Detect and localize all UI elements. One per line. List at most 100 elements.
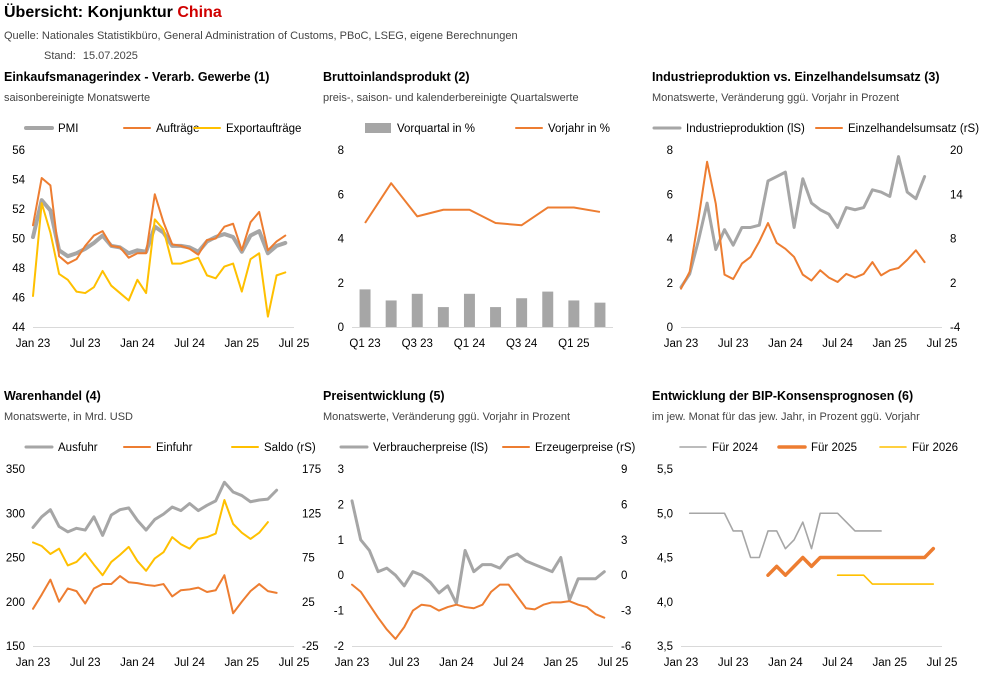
industry-retail-chart: 0 2 4 6 8 -4 2 8 14 20 Jan 23 Jul 23 Jan 24 Jul 24 Jan…	[652, 123, 979, 350]
y-tick-label: 5,5	[657, 464, 673, 476]
chart-title: Warenhandel (4)	[4, 389, 101, 403]
x-tick-label: Jan 25	[225, 657, 260, 669]
source-note: Quelle: Nationales Statistikbüro, Genera…	[4, 30, 518, 42]
prices-chart: -2 -1 0 1 2 3 -6 -3 0 3 6 9 Jan 23 Jul 23 Jan 24 Jul 24…	[334, 442, 636, 669]
y-tick-label: 0	[338, 570, 344, 582]
y2-tick-label: 3	[621, 535, 627, 547]
bar-q3-24	[516, 298, 528, 327]
legend-label: Für 2025	[811, 442, 857, 454]
y2-tick-label: 8	[950, 234, 956, 246]
y2-tick-label: 2	[950, 278, 956, 290]
y2-tick-label: 9	[621, 464, 627, 476]
x-tick-label: Jul 24	[822, 657, 853, 669]
y-tick-label: 46	[12, 293, 25, 305]
x-tick-label: Q1 23	[349, 338, 380, 350]
legend-label: Aufträge	[156, 123, 199, 135]
x-tick-label: Jul 23	[718, 338, 749, 350]
legend-label: PMI	[58, 123, 78, 135]
bar-q1-24	[463, 293, 475, 327]
y-tick-label: 54	[12, 175, 25, 187]
chart-title: Bruttoinlandsprodukt (2)	[323, 70, 470, 84]
y2-tick-label: 125	[302, 508, 321, 520]
y-tick-label: 4,0	[657, 597, 673, 609]
series-line-vorjahr-in	[364, 182, 601, 227]
x-tick-label: Jul 25	[927, 338, 958, 350]
gdp-chart: 0 2 4 6 8 Q1 23 Q3 23 Q1 24 Q3 24 Q1 25 Vorquartal…	[338, 123, 613, 350]
bar-q2-24	[490, 307, 502, 327]
x-tick-label: Jan 25	[873, 338, 908, 350]
y-tick-label: 50	[12, 234, 25, 246]
y-tick-label: 8	[338, 145, 344, 157]
legend-label: Verbraucherpreise (lS)	[373, 442, 488, 454]
bar-q1-23	[359, 289, 371, 327]
chart-subtitle: Monatswerte, Veränderung ggü. Vorjahr in…	[652, 92, 900, 104]
series-line-ausfuhr	[31, 480, 279, 537]
x-tick-label: Jan 25	[544, 657, 579, 669]
y-tick-label: 4	[338, 234, 345, 246]
y-tick-label: 4	[667, 234, 674, 246]
y2-tick-label: 0	[621, 570, 627, 582]
y-tick-label: 2	[338, 278, 344, 290]
y-tick-label: -2	[334, 641, 344, 653]
y-tick-label: 56	[12, 145, 25, 157]
chart-panel-pmi: Einkaufsmanagerindex - Verarb. Gewerbe (…	[4, 70, 324, 370]
y-tick-label: 1	[338, 535, 344, 547]
bar-q1-25	[568, 300, 580, 327]
y2-tick-label: -25	[302, 641, 319, 653]
chart-title: Einkaufsmanagerindex - Verarb. Gewerbe (…	[4, 70, 270, 84]
y-tick-label: 350	[6, 464, 25, 476]
y-tick-label: 300	[6, 508, 25, 520]
legend-swatch-vorquartal-in	[365, 123, 391, 133]
series-line-einzelhandelsumsatz-rs	[680, 160, 926, 290]
legend-label: Industrieproduktion (lS)	[686, 123, 805, 135]
x-tick-label: Q1 24	[454, 338, 486, 350]
y2-tick-label: 20	[950, 145, 963, 157]
series-line-f-r-2026	[836, 574, 935, 585]
y-tick-label: 250	[6, 553, 25, 565]
bar-q2-25	[594, 302, 606, 327]
x-tick-label: Jul 23	[70, 657, 101, 669]
y2-tick-label: -4	[950, 322, 961, 334]
x-tick-label: Jul 25	[598, 657, 629, 669]
chart-panel-prices: Preisentwicklung (5) Monatswerte, Veränd…	[323, 389, 643, 689]
date-label: Stand:	[44, 50, 76, 62]
x-tick-label: Jan 24	[439, 657, 474, 669]
x-tick-label: Jan 24	[768, 657, 803, 669]
y-tick-label: 3	[338, 464, 344, 476]
x-tick-label: Jul 24	[822, 338, 853, 350]
x-tick-label: Jul 24	[174, 338, 205, 350]
legend-label: Ausfuhr	[58, 442, 98, 454]
chart-title: Industrieproduktion vs. Einzelhandelsums…	[652, 70, 940, 84]
x-tick-label: Jan 23	[335, 657, 370, 669]
y-tick-label: 2	[338, 499, 344, 511]
x-tick-label: Jan 23	[664, 657, 699, 669]
y2-tick-label: 6	[621, 499, 627, 511]
chart-title: Entwicklung der BIP-Konsensprognosen (6)	[652, 389, 914, 403]
bar-q4-24	[542, 291, 554, 327]
legend-label: Saldo (rS)	[264, 442, 316, 454]
bar-q2-23	[385, 300, 397, 327]
legend-label: Einzelhandelsumsatz (rS)	[848, 123, 979, 135]
chart-subtitle: saisonbereinigte Monatswerte	[4, 92, 151, 104]
y2-tick-label: 25	[302, 597, 315, 609]
x-tick-label: Jan 23	[16, 338, 51, 350]
x-tick-label: Jul 25	[279, 657, 310, 669]
y-tick-label: 8	[667, 145, 673, 157]
x-tick-label: Jul 23	[70, 338, 101, 350]
y-tick-label: 5,0	[657, 508, 673, 520]
y-tick-label: -1	[334, 606, 344, 618]
series-line-einfuhr	[32, 574, 278, 615]
series-line-f-r-2024	[688, 512, 882, 559]
y2-tick-label: 75	[302, 553, 315, 565]
y-tick-label: 52	[12, 204, 25, 216]
series-line-saldo-rs	[32, 498, 269, 577]
chart-panel-gdp: Bruttoinlandsprodukt (2) preis-, saison-…	[323, 70, 643, 370]
chart-subtitle: im jew. Monat für das jew. Jahr, in Proz…	[652, 411, 920, 423]
y-tick-label: 6	[338, 189, 344, 201]
x-tick-label: Jul 24	[493, 657, 524, 669]
y-tick-label: 0	[667, 322, 673, 334]
legend-label: Exportaufträge	[226, 123, 301, 135]
legend-label: Vorjahr in %	[548, 123, 610, 135]
legend-label: Für 2024	[712, 442, 759, 454]
legend-label: Einfuhr	[156, 442, 193, 454]
